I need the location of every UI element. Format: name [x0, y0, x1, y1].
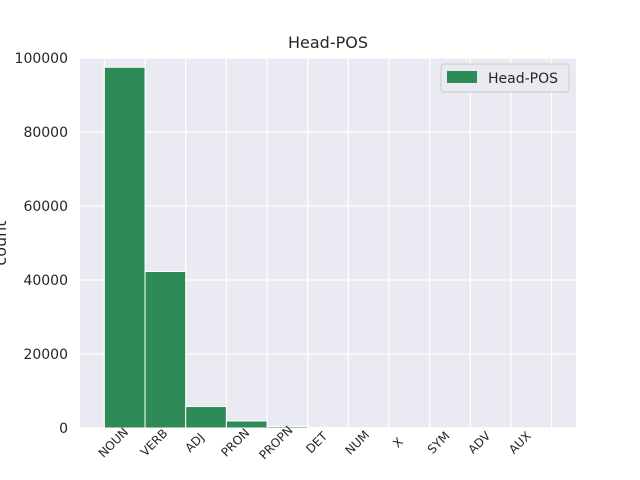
legend: Head-POS [440, 63, 570, 93]
x-tick-label: ADV [465, 428, 493, 456]
bar-pron [225, 420, 268, 429]
x-tick-label: NOUN [96, 425, 131, 460]
chart-title: Head-POS [288, 33, 368, 52]
x-tick-label: NUM [342, 428, 372, 458]
x-tick-label: AUX [506, 429, 534, 457]
y-tick-label: 40000 [23, 273, 68, 289]
y-tick-label: 100000 [15, 51, 68, 67]
x-tick-label: ADJ [182, 430, 207, 455]
x-tick-label: VERB [138, 426, 171, 459]
legend-label: Head-POS [488, 71, 558, 87]
x-tick-label: SYM [425, 429, 453, 457]
bars [103, 66, 553, 429]
y-axis-ticks: 0 20000 40000 60000 80000 100000 [15, 51, 68, 437]
y-axis-label: count [0, 220, 10, 265]
x-tick-label: PRON [218, 426, 252, 460]
x-axis-ticks: NOUN VERB ADJ PRON PROPN DET NUM X SYM ADV AUX [96, 423, 534, 462]
bar-verb [144, 270, 187, 429]
y-tick-label: 0 [59, 421, 68, 437]
bar-noun [103, 66, 146, 429]
x-tick-label: DET [303, 429, 330, 456]
x-tick-label: PROPN [257, 423, 296, 462]
legend-swatch [447, 71, 477, 83]
x-tick-label: X [390, 435, 406, 451]
y-tick-label: 80000 [23, 125, 68, 141]
y-tick-label: 20000 [23, 347, 68, 363]
bar-adj [185, 406, 227, 429]
y-tick-label: 60000 [23, 199, 68, 215]
